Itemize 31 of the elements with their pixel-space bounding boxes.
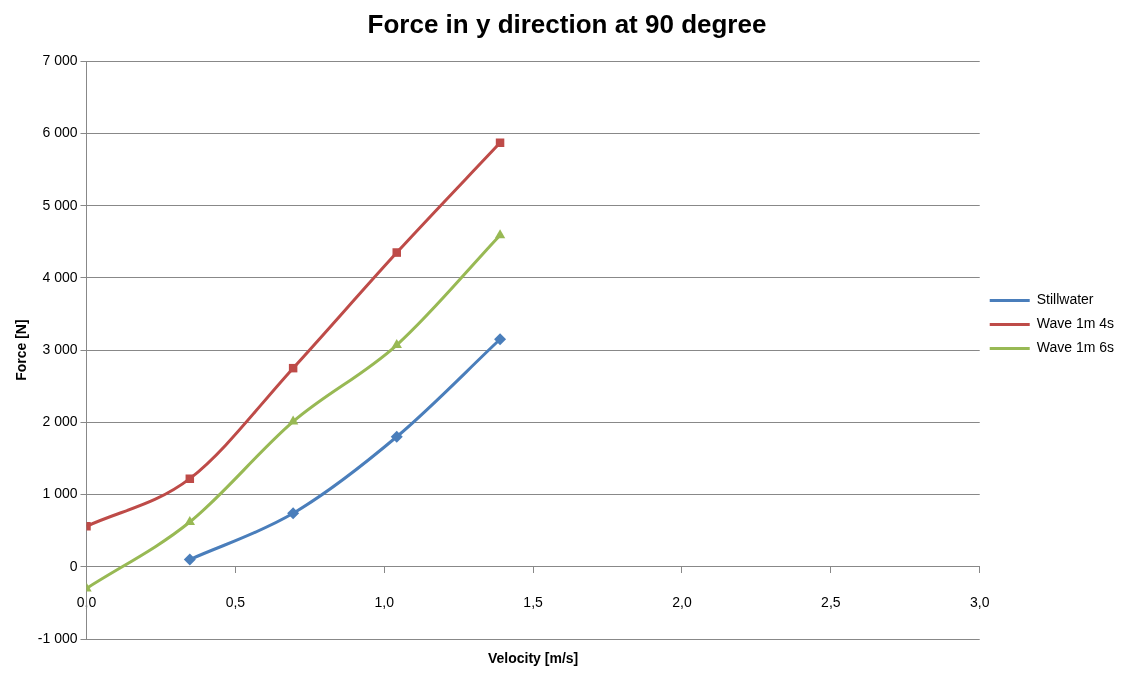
point <box>494 333 507 346</box>
legend-label: Stillwater <box>1036 291 1094 308</box>
x-tick-label: 3,0 <box>969 594 990 611</box>
y-tick-label: 2 000 <box>42 413 78 430</box>
x-tick-label: 0,5 <box>225 594 246 611</box>
y-axis-title: Force [N] <box>13 319 30 381</box>
legend-label: Wave 1m 4s <box>1036 315 1114 332</box>
y-tick-label: 3 000 <box>42 340 78 357</box>
y-tick-label: 0 <box>69 557 78 574</box>
point <box>392 248 401 257</box>
point <box>287 415 299 425</box>
legend-label: Wave 1m 6s <box>1036 339 1114 356</box>
point <box>494 229 506 239</box>
y-tick-label: 5 000 <box>42 196 78 213</box>
point <box>287 507 300 520</box>
y-tick-label: -1 000 <box>37 629 78 646</box>
point <box>184 516 196 525</box>
point <box>390 430 403 443</box>
chart-title: Force in y direction at 90 degree <box>367 8 767 39</box>
point <box>183 553 196 566</box>
x-tick-label: 1,0 <box>374 594 395 611</box>
x-tick-label: 1,5 <box>523 594 544 611</box>
y-tick-label: 7 000 <box>42 52 78 69</box>
x-tick-label: 2,5 <box>821 594 841 611</box>
x-tick-label: 2,0 <box>672 594 692 611</box>
point <box>391 339 402 349</box>
y-tick-label: 1 000 <box>42 485 78 502</box>
point <box>185 474 195 483</box>
x-axis-title: Velocity [m/s] <box>487 649 579 666</box>
y-tick-label: 4 000 <box>42 268 78 285</box>
y-tick-label: 6 000 <box>42 124 78 141</box>
